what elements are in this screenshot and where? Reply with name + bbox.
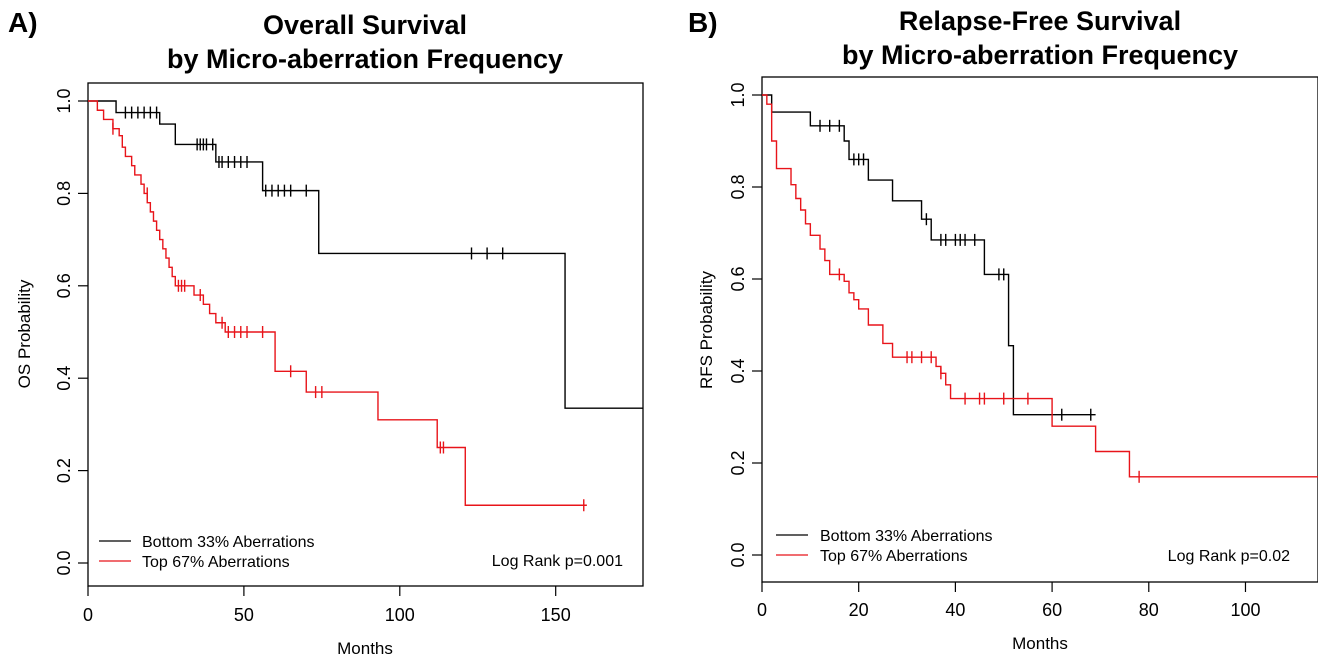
panel-a-x-tick-label: 100 xyxy=(385,605,415,625)
panel-a-title: Overall Survival xyxy=(263,10,467,40)
panel-b-x-tick-label: 100 xyxy=(1230,600,1260,620)
panel-b-legend: Bottom 33% Aberrations Top 67% Aberratio… xyxy=(776,528,993,565)
panel-a-y-axis: 0.0 0.2 0.4 0.6 0.8 1.0 xyxy=(54,88,88,576)
panel-a-x-tick-label: 50 xyxy=(234,605,254,625)
panel-a-legend: Bottom 33% Aberrations Top 67% Aberratio… xyxy=(99,534,315,571)
panel-b-x-tick-label: 20 xyxy=(849,600,869,620)
panel-b-y-tick-label: 0.2 xyxy=(728,450,748,475)
panel-b-x-tick-label: 80 xyxy=(1139,600,1159,620)
panel-a-y-tick-label: 0.8 xyxy=(54,181,74,206)
panel-b-y-tick-label: 1.0 xyxy=(728,82,748,107)
panel-b-title: Relapse-Free Survival xyxy=(899,6,1181,36)
panel-a-x-label: Months xyxy=(337,639,393,658)
panel-b-y-axis: 0.0 0.2 0.4 0.6 0.8 1.0 xyxy=(728,82,762,568)
panel-b-y-tick-label: 0.8 xyxy=(728,174,748,199)
panel-b-y-tick-label: 0.4 xyxy=(728,358,748,383)
panel-b-x-label: Months xyxy=(1012,634,1068,653)
panel-a-legend-label-bottom: Bottom 33% Aberrations xyxy=(142,534,315,551)
panel-a-y-label: OS Probability xyxy=(15,279,34,388)
panel-b-plot-frame xyxy=(761,76,1318,583)
panel-a-label: A) xyxy=(8,7,38,38)
panel-a-logrank-annotation: Log Rank p=0.001 xyxy=(492,553,623,570)
panel-b-x-tick-label: 40 xyxy=(945,600,965,620)
panel-a-x-axis: 0 50 100 150 xyxy=(83,586,571,625)
panel-b-legend-label-top: Top 67% Aberrations xyxy=(820,548,968,565)
panel-b: B) Relapse-Free Survival by Micro-aberra… xyxy=(688,6,1318,653)
panel-b-logrank-annotation: Log Rank p=0.02 xyxy=(1168,548,1290,565)
panel-a-y-tick-label: 1.0 xyxy=(54,88,74,113)
panel-b-y-tick-label: 0.6 xyxy=(728,266,748,291)
panel-a-x-tick-label: 0 xyxy=(83,605,93,625)
panel-b-y-tick-label: 0.0 xyxy=(728,542,748,567)
panel-a-subtitle: by Micro-aberration Frequency xyxy=(167,44,563,74)
panel-a-y-tick-label: 0.2 xyxy=(54,458,74,483)
panel-b-x-axis: 0 20 40 60 80 100 xyxy=(757,582,1261,620)
panel-a: A) Overall Survival by Micro-aberration … xyxy=(8,7,644,658)
panel-b-curve-top-67pct-aberrations xyxy=(762,94,1318,478)
panel-a-plot-frame xyxy=(87,82,644,587)
panel-b-x-tick-label: 60 xyxy=(1042,600,1062,620)
panel-b-y-label: RFS Probability xyxy=(697,270,716,389)
panel-b-subtitle: by Micro-aberration Frequency xyxy=(842,40,1238,70)
panel-b-curves xyxy=(762,94,1318,483)
panel-a-curves xyxy=(88,100,643,512)
panel-b-x-tick-label: 0 xyxy=(757,600,767,620)
panel-a-y-tick-label: 0.6 xyxy=(54,273,74,298)
panel-a-legend-label-top: Top 67% Aberrations xyxy=(142,554,290,571)
panel-a-y-tick-label: 0.4 xyxy=(54,366,74,391)
panel-a-y-tick-label: 0.0 xyxy=(54,550,74,575)
panel-b-label: B) xyxy=(688,7,718,38)
panel-a-curve-top-67pct-aberrations xyxy=(88,100,587,506)
panel-b-legend-label-bottom: Bottom 33% Aberrations xyxy=(820,528,993,545)
panel-a-curve-bottom-33pct-aberrations xyxy=(88,100,643,409)
panel-b-curve-bottom-33pct-aberrations xyxy=(762,94,1096,416)
panel-a-x-tick-label: 150 xyxy=(541,605,571,625)
